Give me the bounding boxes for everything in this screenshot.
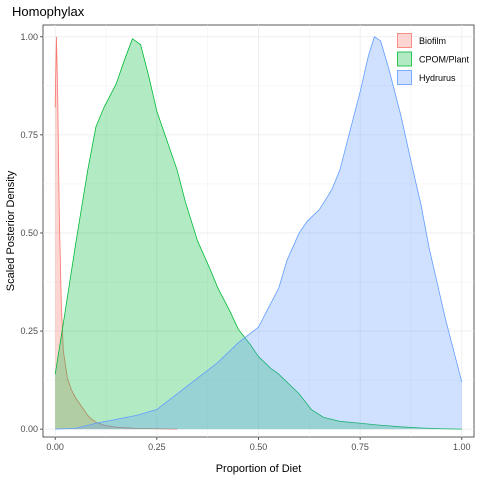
- density-fill-0: [55, 36, 178, 430]
- density-line-2: [55, 36, 463, 430]
- y-axis-title: Scaled Posterior Density: [5, 170, 17, 291]
- legend-key-2: [397, 70, 412, 85]
- legend-key-bg: [397, 70, 412, 85]
- x-tick-label: 0.00: [46, 442, 64, 452]
- legend-key-0: [397, 33, 412, 48]
- x-tick-label: 1.00: [453, 442, 471, 452]
- density-fill-1: [55, 38, 462, 430]
- y-tick-label: 0.75: [20, 130, 38, 140]
- x-axis-ticks: 0.00 0.25 0.50 0.75 1.00: [46, 437, 471, 452]
- y-tick-label: 0.50: [20, 228, 38, 238]
- density-areas: [54, 36, 463, 430]
- x-tick-label: 0.25: [148, 442, 166, 452]
- legend-label-0: Biofilm: [419, 36, 446, 46]
- legend-label-2: Hydrurus: [419, 73, 456, 83]
- legend: Biofilm CPOM/Plant Hydrurus: [397, 33, 470, 85]
- density-fill-2: [55, 36, 462, 430]
- x-tick-label: 0.75: [351, 442, 369, 452]
- legend-key-bg: [397, 33, 412, 48]
- legend-label-1: CPOM/Plant: [419, 55, 470, 65]
- legend-key-bg: [397, 51, 412, 67]
- y-axis-ticks: 0.00 0.25 0.50 0.75 1.00: [20, 32, 43, 434]
- chart-title: Homophylax: [12, 4, 85, 19]
- y-tick-label: 0.00: [20, 424, 38, 434]
- y-tick-label: 1.00: [20, 32, 38, 42]
- density-line-1: [54, 38, 462, 430]
- x-tick-label: 0.50: [250, 442, 268, 452]
- density-line-0: [54, 36, 178, 430]
- y-tick-label: 0.25: [20, 326, 38, 336]
- x-axis-title: Proportion of Diet: [216, 463, 302, 475]
- legend-key-1: [397, 51, 412, 67]
